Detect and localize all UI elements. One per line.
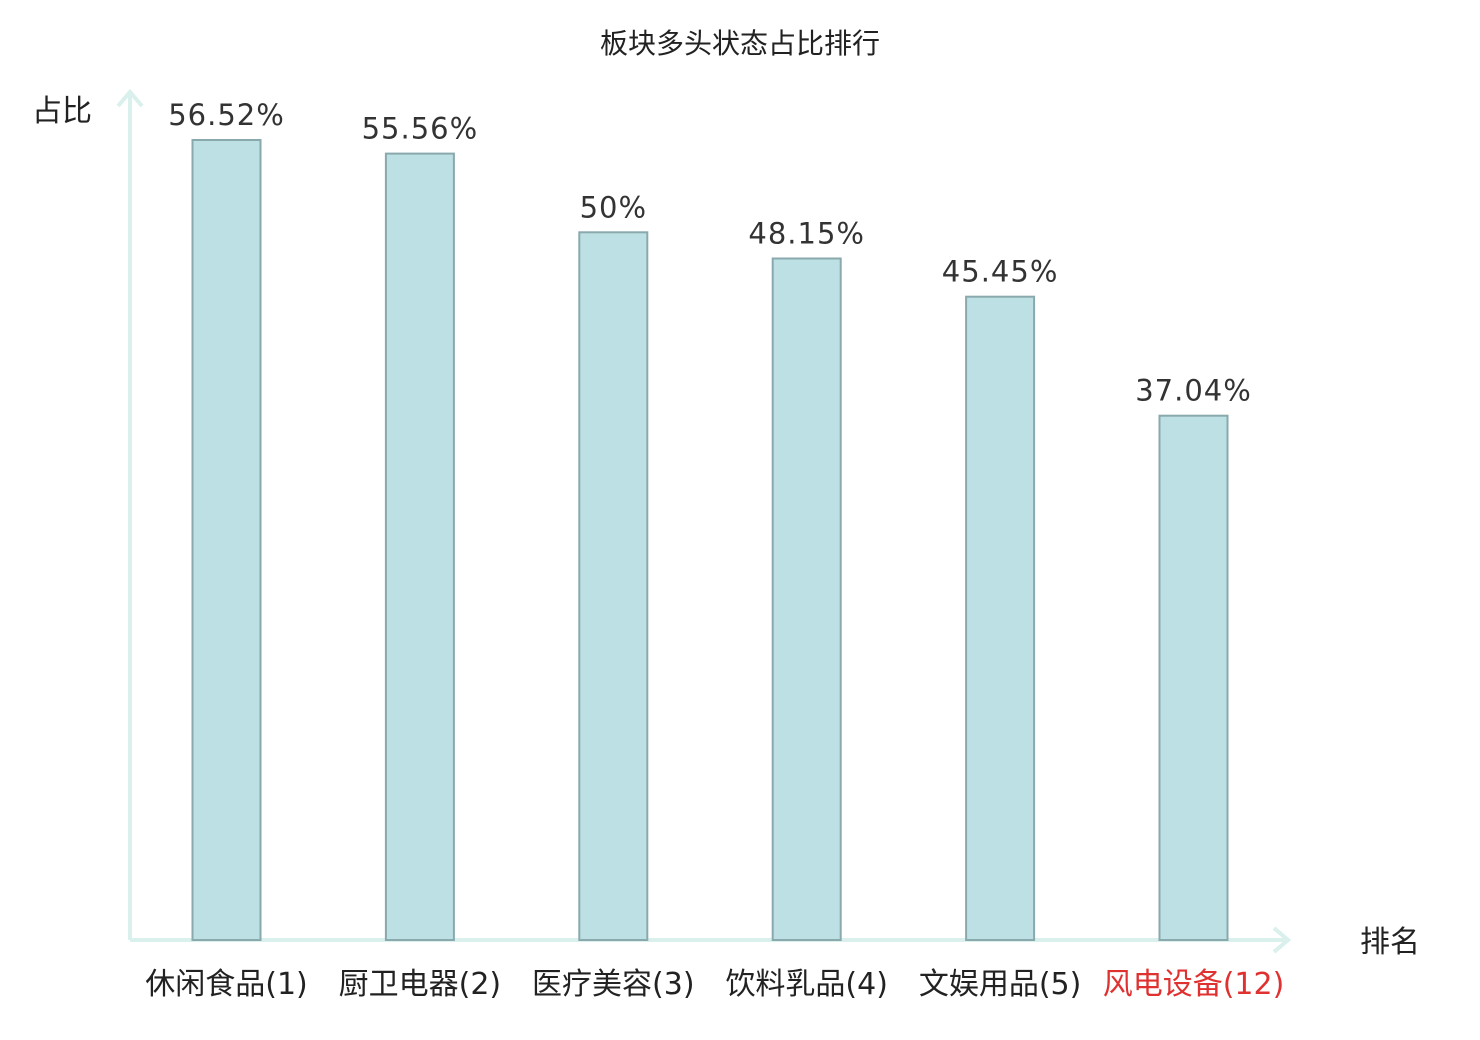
- x-axis-arrow-icon: [1272, 926, 1292, 954]
- category-label: 文娱用品(5): [919, 967, 1082, 1002]
- bar: [965, 295, 1036, 941]
- y-axis-label: 占比: [32, 94, 92, 129]
- bar: [191, 139, 262, 941]
- bar-value-label: 56.52%: [168, 98, 285, 132]
- bar: [771, 257, 842, 941]
- category-label: 医疗美容(3): [532, 967, 695, 1002]
- category-label: 饮料乳品(4): [725, 967, 888, 1002]
- category-label: 厨卫电器(2): [339, 967, 502, 1002]
- value-labels: 56.52% 55.56% 50% 48.15% 45.45% 37.04%: [168, 98, 1252, 408]
- bar-value-label: 45.45%: [942, 255, 1059, 289]
- category-labels: 休闲食品(1) 厨卫电器(2) 医疗美容(3) 饮料乳品(4) 文娱用品(5) 风电设备(…: [145, 967, 1284, 1002]
- axes: [116, 88, 1292, 954]
- bar: [578, 231, 649, 942]
- bar-value-label: 55.56%: [362, 112, 479, 146]
- bar: [1158, 414, 1229, 941]
- y-axis-arrow-icon: [116, 88, 144, 108]
- x-axis-label: 排名: [1360, 925, 1420, 960]
- bar-value-label: 37.04%: [1135, 374, 1252, 408]
- category-label: 休闲食品(1): [145, 967, 308, 1002]
- category-label: 风电设备(12): [1103, 967, 1285, 1002]
- bar-value-label: 48.15%: [748, 217, 865, 251]
- bar-value-label: 50%: [580, 190, 647, 224]
- bar: [384, 152, 455, 942]
- bars: [191, 139, 1229, 942]
- chart-title: 板块多头状态占比排行: [600, 27, 880, 60]
